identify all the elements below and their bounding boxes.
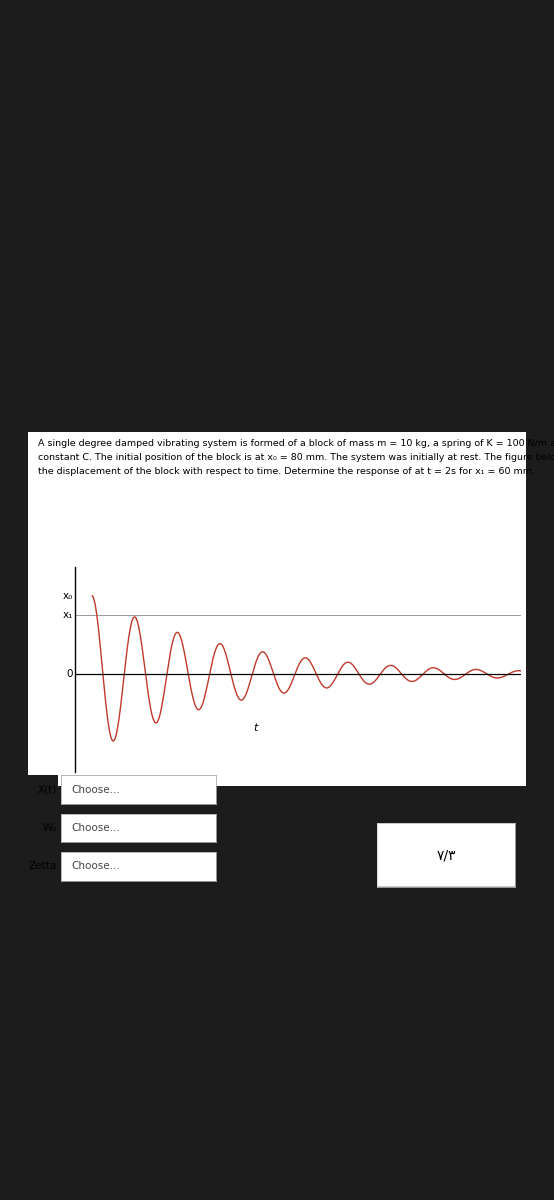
Text: 0: 0: [66, 670, 73, 679]
Text: Choose...: Choose...: [72, 823, 121, 833]
FancyBboxPatch shape: [373, 823, 520, 887]
Text: ٧/٣: ٧/٣: [436, 848, 456, 862]
Text: x₀: x₀: [63, 590, 73, 601]
Text: Choose...: Choose...: [72, 862, 121, 871]
Text: t: t: [253, 722, 258, 733]
Text: W₂: W₂: [42, 823, 57, 833]
Text: A single degree damped vibrating system is formed of a block of mass m = 10 kg, : A single degree damped vibrating system …: [38, 439, 554, 475]
Text: Choose...: Choose...: [72, 785, 121, 794]
Text: X(t): X(t): [38, 785, 57, 794]
Text: x₁: x₁: [63, 611, 73, 620]
Text: Zetta: Zetta: [28, 862, 57, 871]
